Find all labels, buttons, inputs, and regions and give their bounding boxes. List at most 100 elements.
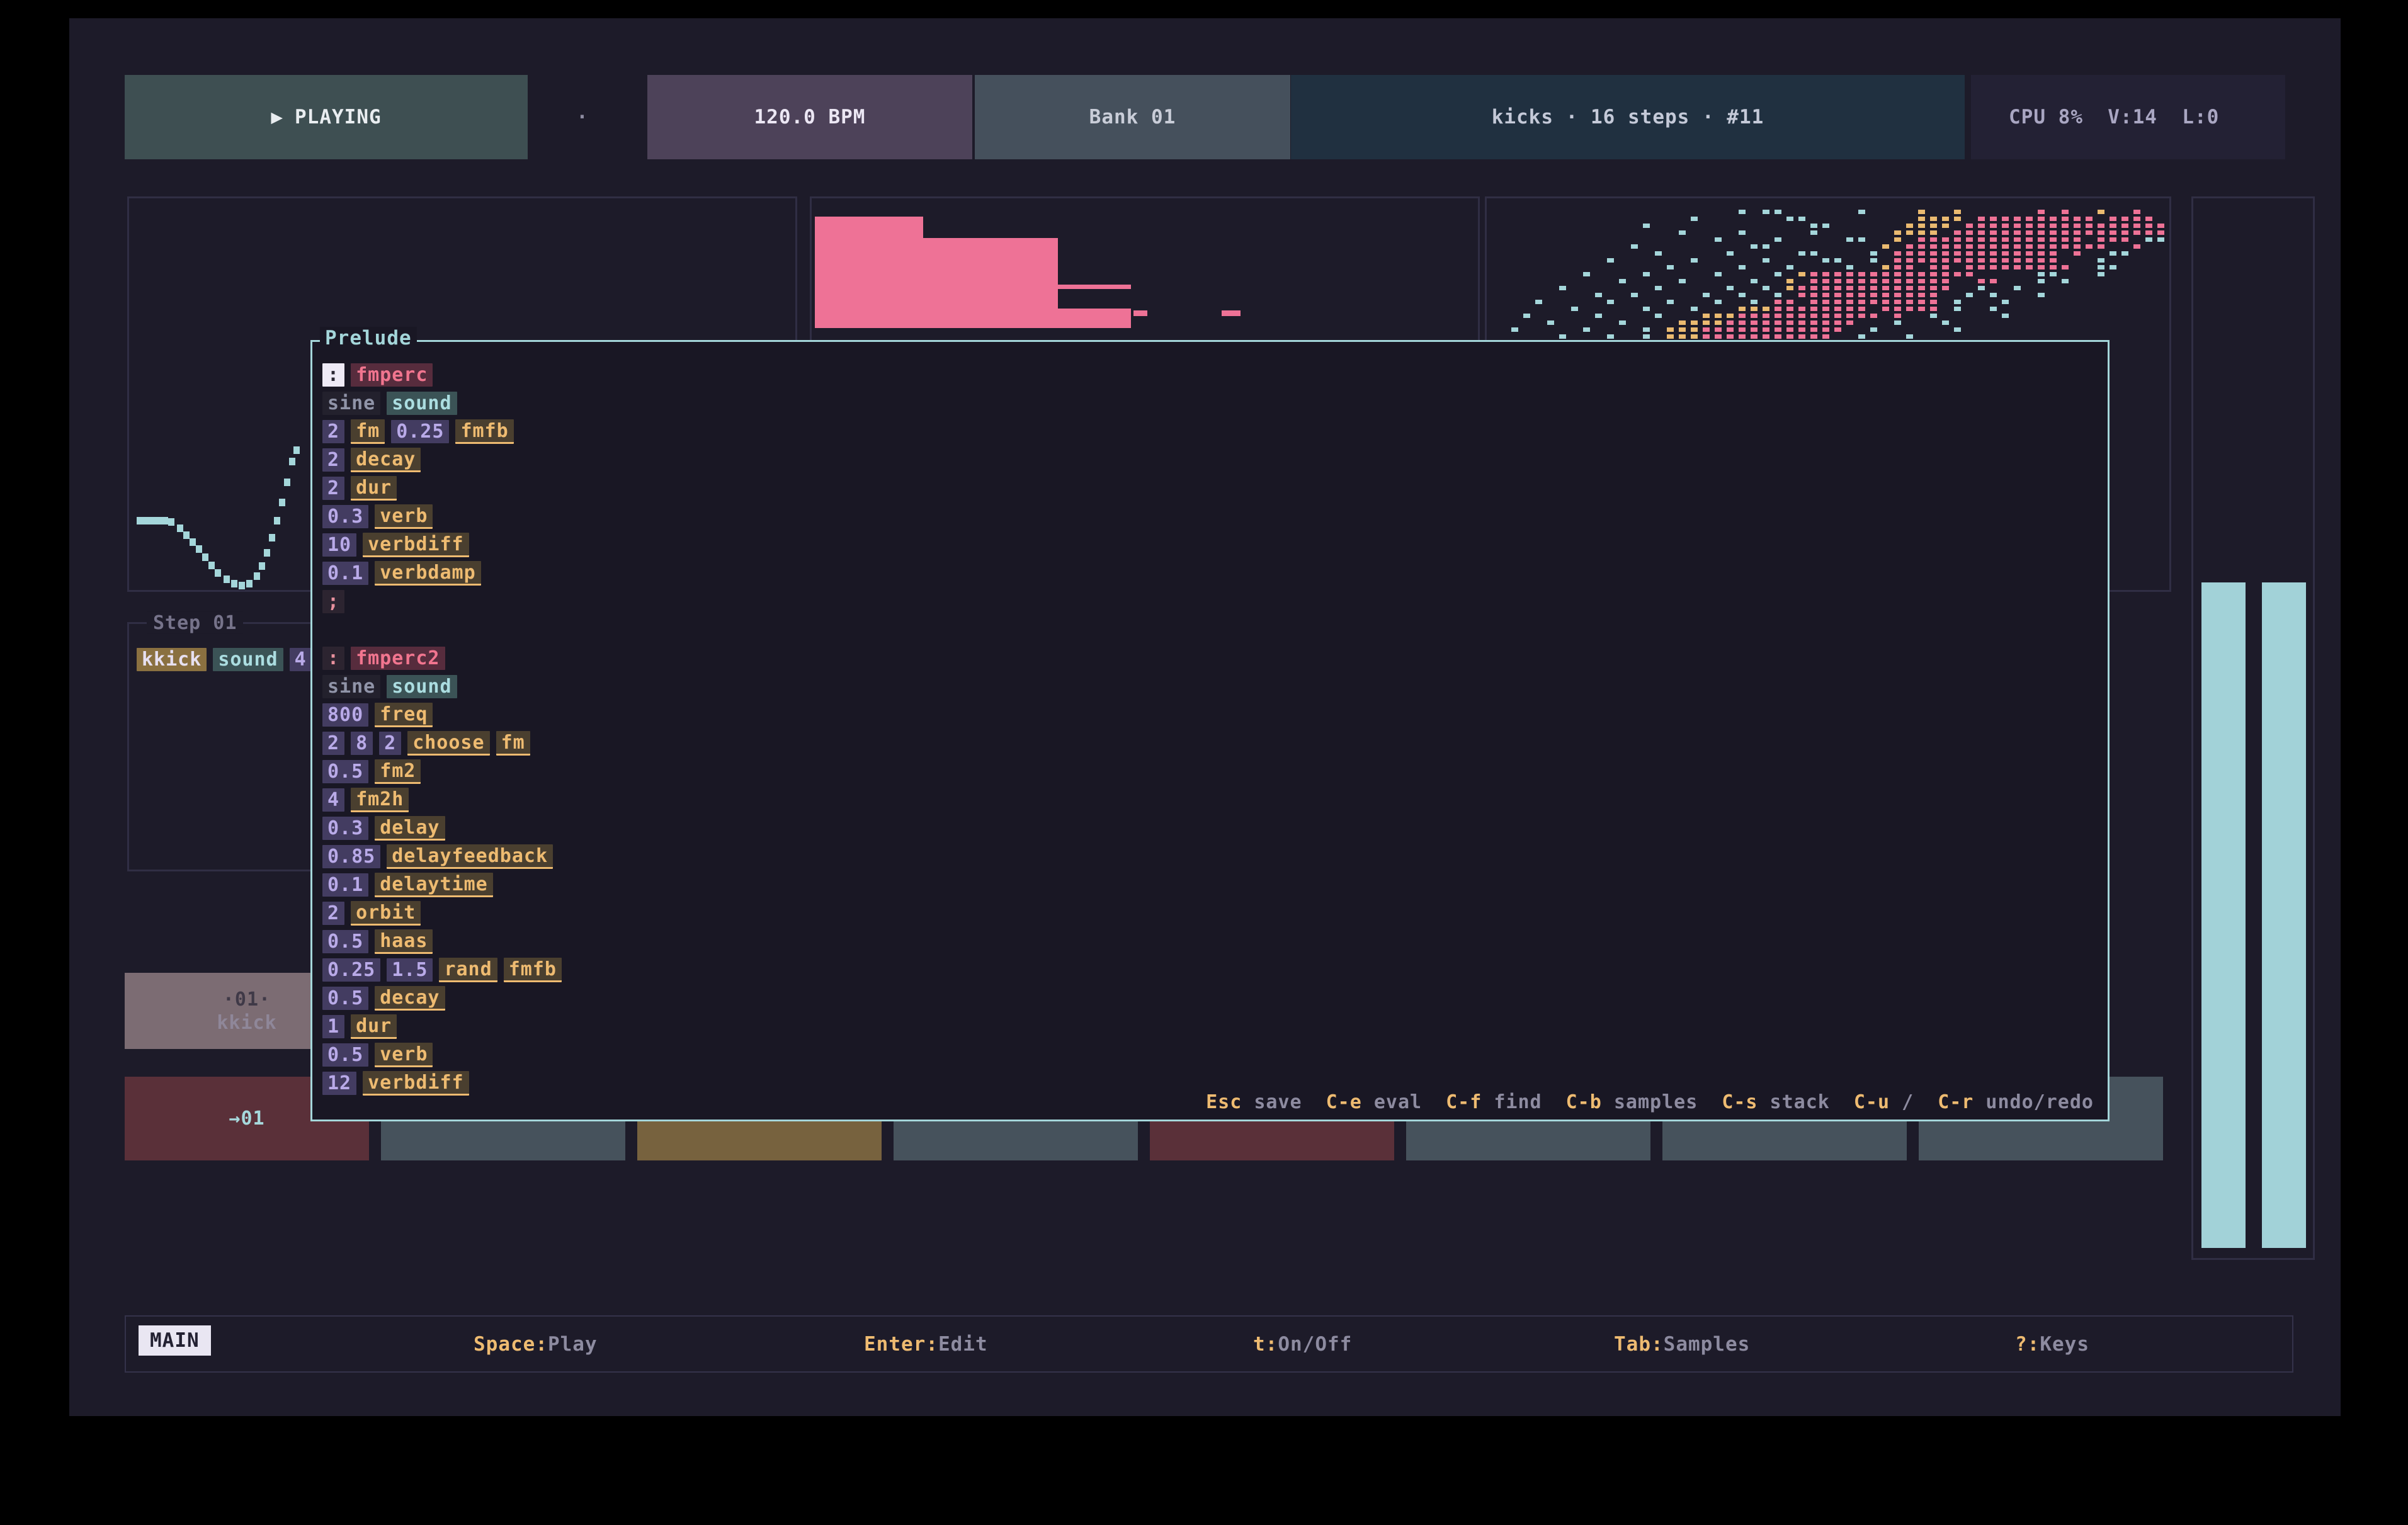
scatter-dot-undefined	[1846, 320, 1853, 325]
scatter-dot-undefined	[1775, 334, 1781, 339]
hint-label: On/Off	[1278, 1332, 1353, 1356]
status-bar: MAIN Space: Play Enter: Edit t: On/Off Tab:…	[125, 1315, 2293, 1373]
scatter-dot-undefined	[1966, 265, 1973, 269]
scatter-dot-undefined	[2002, 258, 2009, 263]
scatter-dot-undefined	[1846, 314, 1853, 318]
scatter-dot-undefined	[1918, 237, 1925, 242]
scatter-dot-undefined	[1918, 210, 1925, 214]
scatter-dot-undefined	[1978, 230, 1985, 235]
scatter-dot-undefined	[1775, 237, 1781, 242]
scatter-dot-undefined	[1894, 300, 1901, 304]
histogram-bar	[1133, 310, 1147, 316]
code-line: 0.1 delaytime	[322, 871, 2098, 899]
text-cursor: :	[322, 363, 345, 387]
code-token-num: 0.3	[322, 817, 369, 840]
code-token-sound: sound	[387, 392, 457, 415]
scatter-dot-undefined	[2062, 224, 2069, 228]
scatter-dot-undefined	[2038, 251, 2045, 256]
scatter-dot-undefined	[2014, 244, 2021, 249]
scatter-dot-undefined	[2062, 210, 2069, 214]
scatter-dot-undefined	[1846, 237, 1853, 242]
scatter-dot-undefined	[1966, 230, 1973, 235]
scatter-dot-undefined	[1882, 286, 1889, 290]
scatter-dot-undefined	[2038, 230, 2045, 235]
status-hint: t: On/Off	[1253, 1317, 1352, 1371]
scatter-dot-undefined	[2133, 210, 2140, 214]
scatter-dot-undefined	[2110, 251, 2116, 256]
scatter-dot-undefined	[2002, 300, 2009, 304]
scatter-dot-undefined	[2026, 251, 2033, 256]
scatter-dot-undefined	[2050, 258, 2057, 263]
scatter-dot-undefined	[1763, 286, 1769, 290]
code-token-num: 2	[379, 732, 402, 755]
scatter-dot-undefined	[1930, 286, 1937, 290]
scatter-dot-undefined	[1619, 320, 1626, 325]
scatter-dot-undefined	[1739, 334, 1746, 339]
scatter-dot-undefined	[1930, 272, 1937, 276]
scatter-dot-undefined	[1882, 293, 1889, 297]
scatter-dot-undefined	[1882, 307, 1889, 311]
cell-number: ·01·	[222, 988, 271, 1011]
code-line: sine sound	[322, 389, 2098, 417]
code-line: 0.3 delay	[322, 814, 2098, 842]
scatter-dot-undefined	[1918, 279, 1925, 283]
hint-key: t:	[1253, 1332, 1278, 1356]
scatter-dot-undefined	[2038, 293, 2045, 297]
scatter-dot-undefined	[1906, 300, 1913, 304]
scatter-dot-undefined	[1643, 307, 1650, 311]
scatter-dot-undefined	[1631, 244, 1638, 249]
scatter-dot-undefined	[2098, 258, 2104, 263]
scatter-dot-undefined	[1918, 224, 1925, 228]
scatter-dot-undefined	[1918, 307, 1925, 311]
code-token-num: 0.5	[322, 987, 369, 1010]
scatter-dot-undefined	[1906, 244, 1913, 249]
code-token-kw: verbdamp	[375, 561, 481, 586]
scatter-dot-undefined	[1978, 251, 1985, 256]
scatter-dot-undefined	[1966, 258, 1973, 263]
scatter-dot-undefined	[2050, 230, 2057, 235]
scatter-dot-undefined	[1990, 244, 1997, 249]
hint-key: ?:	[2015, 1332, 2040, 1356]
transport-playing[interactable]: ▶ PLAYING	[125, 75, 528, 159]
scatter-dot-undefined	[2038, 237, 2045, 242]
scatter-dot-undefined	[1727, 327, 1734, 332]
scatter-dot-undefined	[1786, 279, 1793, 283]
scatter-dot-undefined	[2086, 244, 2093, 249]
scatter-dot-undefined	[2014, 258, 2021, 263]
bank-selector[interactable]: Bank 01	[975, 75, 1290, 159]
scatter-dot-undefined	[1894, 314, 1901, 318]
scatter-dot-undefined	[2014, 217, 2021, 221]
code-token-num: 0.5	[322, 1043, 369, 1067]
bpm-display[interactable]: 120.0 BPM	[647, 75, 972, 159]
scatter-dot-undefined	[1966, 237, 1973, 242]
scatter-dot-undefined	[1715, 327, 1722, 332]
scatter-dot-undefined	[1858, 300, 1865, 304]
scatter-dot-undefined	[1810, 300, 1817, 304]
scatter-dot-undefined	[1547, 320, 1554, 325]
scatter-dot-undefined	[2098, 237, 2104, 242]
track-info[interactable]: kicks · 16 steps · #11	[1291, 75, 1965, 159]
scatter-dot-undefined	[2062, 279, 2069, 283]
scatter-dot-undefined	[1822, 279, 1829, 283]
scatter-dot-undefined	[1822, 314, 1829, 318]
waveform-dot	[137, 517, 143, 524]
scatter-dot-undefined	[1846, 293, 1853, 297]
scatter-dot-undefined	[1727, 251, 1734, 256]
scatter-dot-undefined	[1786, 314, 1793, 318]
scatter-dot-undefined	[1990, 251, 1997, 256]
scatter-dot-undefined	[2050, 224, 2057, 228]
scatter-dot-undefined	[2157, 224, 2164, 228]
scatter-dot-undefined	[2026, 230, 2033, 235]
scatter-dot-undefined	[1918, 251, 1925, 256]
scatter-dot-undefined	[1715, 314, 1722, 318]
code-token-kw: verbdiff	[363, 1071, 469, 1096]
code-line: 1 dur	[322, 1012, 2098, 1041]
scatter-dot-undefined	[1918, 244, 1925, 249]
editor-keybinding-hints: Esc save C-e eval C-f find C-b samples C-s s…	[1206, 1091, 2094, 1113]
code-area[interactable]: : fmperc sine sound 2 fm 0.25 fmfb 2 decay 2 dur 0.3…	[322, 361, 2098, 1097]
scatter-dot-undefined	[2038, 258, 2045, 263]
scatter-dot-undefined	[2074, 230, 2081, 235]
scatter-dot-undefined	[1894, 251, 1901, 256]
code-line: 0.85 delayfeedback	[322, 842, 2098, 871]
code-editor[interactable]: Prelude : fmperc sine sound 2 fm 0.25 fmfb 2 deca…	[310, 327, 2110, 1121]
